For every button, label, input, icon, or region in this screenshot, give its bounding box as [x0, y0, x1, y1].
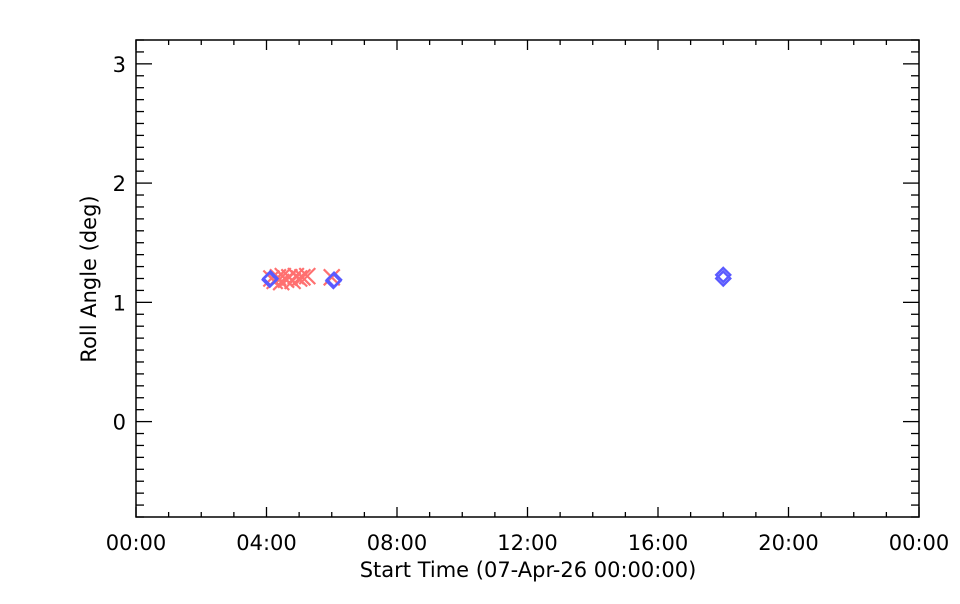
diamond-marker [714, 269, 732, 288]
diamond-marker [261, 269, 280, 288]
axes: 0 1 2 3 00:00 04:00 08:00 12:00 16:00 20:00 00:00 [106, 39, 950, 555]
x-tick-label: 00:00 [106, 531, 167, 555]
data-marks [261, 266, 732, 291]
x-marker [293, 268, 312, 287]
x-tick-label: 00:00 [889, 531, 950, 555]
y-tick-label: 2 [113, 172, 126, 196]
plot-frame [135, 39, 920, 518]
x-axis-label: Start Time (07-Apr-26 00:00:00) [360, 558, 697, 582]
x-tick-label: 16:00 [628, 531, 689, 555]
y-tick-label: 0 [113, 411, 126, 435]
x-marker [298, 267, 317, 285]
x-tick-label: 20:00 [758, 531, 819, 555]
diamond-marker [325, 270, 343, 289]
x-tick-label: 12:00 [497, 531, 558, 555]
y-tick-label: 1 [113, 291, 126, 315]
x-tick-label: 04:00 [236, 531, 297, 555]
y-axis-label: Roll Angle (deg) [77, 195, 101, 362]
y-tick-label: 3 [113, 53, 126, 77]
x-tick-label: 08:00 [367, 531, 428, 555]
diamond-marker [714, 266, 732, 284]
